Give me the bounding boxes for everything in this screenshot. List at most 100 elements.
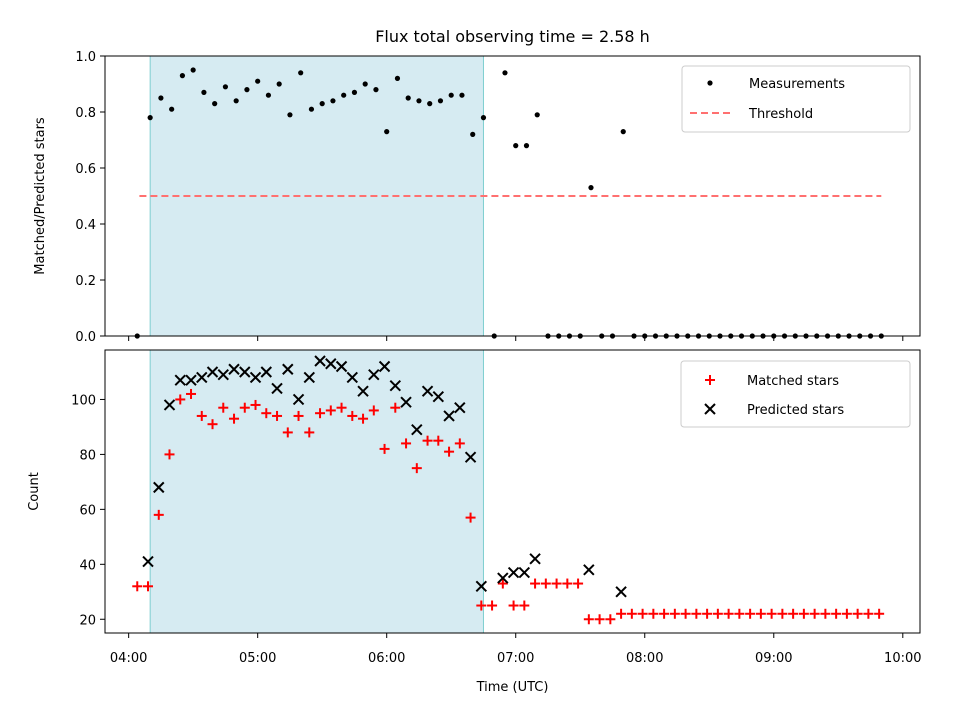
matched-star-point [680,608,691,619]
measurement-point [147,115,153,121]
measurement-point [341,92,347,98]
matched-star-point [347,410,358,421]
matched-star-point [368,405,379,416]
predicted-star-point [378,360,391,373]
matched-star-point [207,419,218,430]
matched-star-point [272,410,283,421]
ratio-axes-frame [104,55,921,337]
predicted-star-point [303,371,315,384]
matched-star-point [583,614,594,625]
matched-star-point [476,600,487,611]
time-x-tick-label: 08:00 [626,651,663,666]
predicted-star-point [400,396,412,408]
matched-star-point [734,608,745,619]
predicted-star-point [507,566,520,579]
count-y-tick-label: 60 [79,503,96,518]
matched-star-point [626,608,637,619]
matched-star-point [659,608,670,619]
matched-star-point [465,512,476,523]
measurement-point [265,92,272,98]
matched-star-point [229,413,240,424]
predicted-star-point [443,410,455,422]
measurement-point [212,101,218,107]
count-legend: Matched stars Predicted stars [680,360,911,428]
measurement-point [190,67,196,73]
predicted-star-point [421,385,434,397]
legend-matched-label: Matched stars [747,374,839,389]
predicted-star-point [163,399,176,411]
measurement-point [534,112,540,118]
time-x-tick-label: 07:00 [497,651,534,666]
matched-star-point [637,608,648,619]
measurement-point [244,87,250,93]
count-y-ticks: 20 40 60 80 100 [71,393,105,628]
count-legend-box [680,360,911,428]
measurement-point [459,92,465,98]
predicted-star-point [529,553,541,565]
time-x-tick-label: 10:00 [884,651,921,666]
predicted-star-point [335,360,348,373]
time-x-ticks: 04:00 05:00 06:00 07:00 08:00 09:00 10:00 [110,633,922,666]
matched-star-point [186,388,197,399]
matched-star-point [444,446,455,457]
count-axes-frame [104,349,921,634]
measurement-point [588,185,594,191]
count-panel: 20 40 60 80 100 04:00 05:00 06:00 07:00 08:00 09:… [27,349,922,695]
matched-star-point [508,600,519,611]
ratio-legend-box [681,65,911,133]
measurement-point [513,143,519,149]
ratio-panel: 0.0 0.2 0.4 0.6 0.8 1.0 Flux total observing … [33,27,921,345]
matched-star-point [379,443,390,454]
measurement-point [384,129,390,135]
predicted-star-point [497,572,509,584]
predicted-stars-points [142,355,627,598]
matched-star-point [809,608,820,619]
matched-star-point [454,438,465,449]
predicted-star-point [142,555,154,568]
matched-star-point [766,608,777,619]
legend-matched-marker [705,375,715,385]
predicted-star-point [228,363,240,375]
matched-star-point [820,608,831,619]
matched-star-point [282,427,293,438]
legend-threshold-label: Threshold [748,107,813,122]
count-y-tick-label: 20 [79,613,96,628]
matched-star-point [777,608,788,619]
matched-star-point [132,581,143,592]
count-y-tick-label: 80 [79,448,96,463]
matched-star-point [712,608,723,619]
measurement-point [620,129,626,135]
matched-star-point [411,463,422,474]
predicted-star-point [282,363,294,375]
matched-star-point [358,413,369,424]
predicted-star-point [368,369,380,381]
matched-star-point [293,410,304,421]
matched-star-point [745,608,756,619]
predicted-star-point [346,371,359,384]
predicted-star-point [314,355,326,367]
predicted-star-point [153,481,165,494]
matched-star-point [153,509,164,520]
matched-star-point [648,608,659,619]
predicted-star-point [196,371,208,384]
measurement-point [470,131,476,137]
count-y-tick-label: 100 [71,393,96,408]
matched-star-point [691,608,702,619]
legend-matched-plus [705,375,715,385]
matched-star-point [239,402,250,413]
predicted-star-point [615,586,627,598]
measurement-point [448,92,454,98]
matched-star-point [304,427,315,438]
count-y-axis-label: Count [27,472,42,511]
ratio-legend: Measurements Threshold [681,65,911,133]
matched-star-point [530,578,541,589]
predicted-star-point [185,374,197,386]
matched-star-point [336,402,347,413]
matched-star-point [325,405,336,416]
measurement-point [416,98,422,104]
predicted-star-point [292,393,305,406]
ratio-y-tick-label: 0.8 [75,106,96,121]
observing-window-shade-bottom [149,349,484,634]
matched-star-point [315,408,326,419]
matched-star-point [551,578,562,589]
